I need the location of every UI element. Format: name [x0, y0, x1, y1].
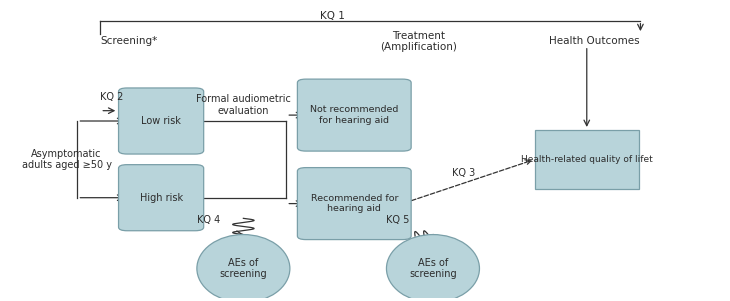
Ellipse shape	[197, 234, 290, 301]
Text: KQ 3: KQ 3	[453, 168, 475, 178]
FancyBboxPatch shape	[118, 88, 204, 154]
Bar	[535, 130, 639, 189]
Text: Treatment
(Amplification): Treatment (Amplification)	[380, 31, 457, 52]
Text: Health-related quality of lifet: Health-related quality of lifet	[521, 155, 653, 164]
Text: Health Outcomes: Health Outcomes	[549, 36, 639, 46]
Text: Low risk: Low risk	[141, 116, 181, 126]
Text: Screening*: Screening*	[100, 36, 158, 46]
FancyBboxPatch shape	[297, 168, 411, 240]
Text: AEs of
screening: AEs of screening	[220, 258, 267, 279]
Text: Recommended for
hearing aid: Recommended for hearing aid	[310, 194, 398, 213]
Text: KQ 5: KQ 5	[386, 215, 410, 225]
Text: KQ 1: KQ 1	[320, 11, 345, 21]
Text: High risk: High risk	[139, 193, 182, 203]
Ellipse shape	[386, 234, 480, 301]
Text: KQ 2: KQ 2	[100, 92, 123, 102]
Text: KQ 4: KQ 4	[197, 215, 220, 225]
Text: AEs of
screening: AEs of screening	[409, 258, 457, 279]
Text: Asymptomatic
adults aged ≥50 y: Asymptomatic adults aged ≥50 y	[22, 149, 112, 170]
Text: Formal audiometric
evaluation: Formal audiometric evaluation	[196, 94, 291, 116]
FancyBboxPatch shape	[118, 165, 204, 231]
Text: Not recommended
for hearing aid: Not recommended for hearing aid	[310, 105, 399, 125]
FancyBboxPatch shape	[297, 79, 411, 151]
